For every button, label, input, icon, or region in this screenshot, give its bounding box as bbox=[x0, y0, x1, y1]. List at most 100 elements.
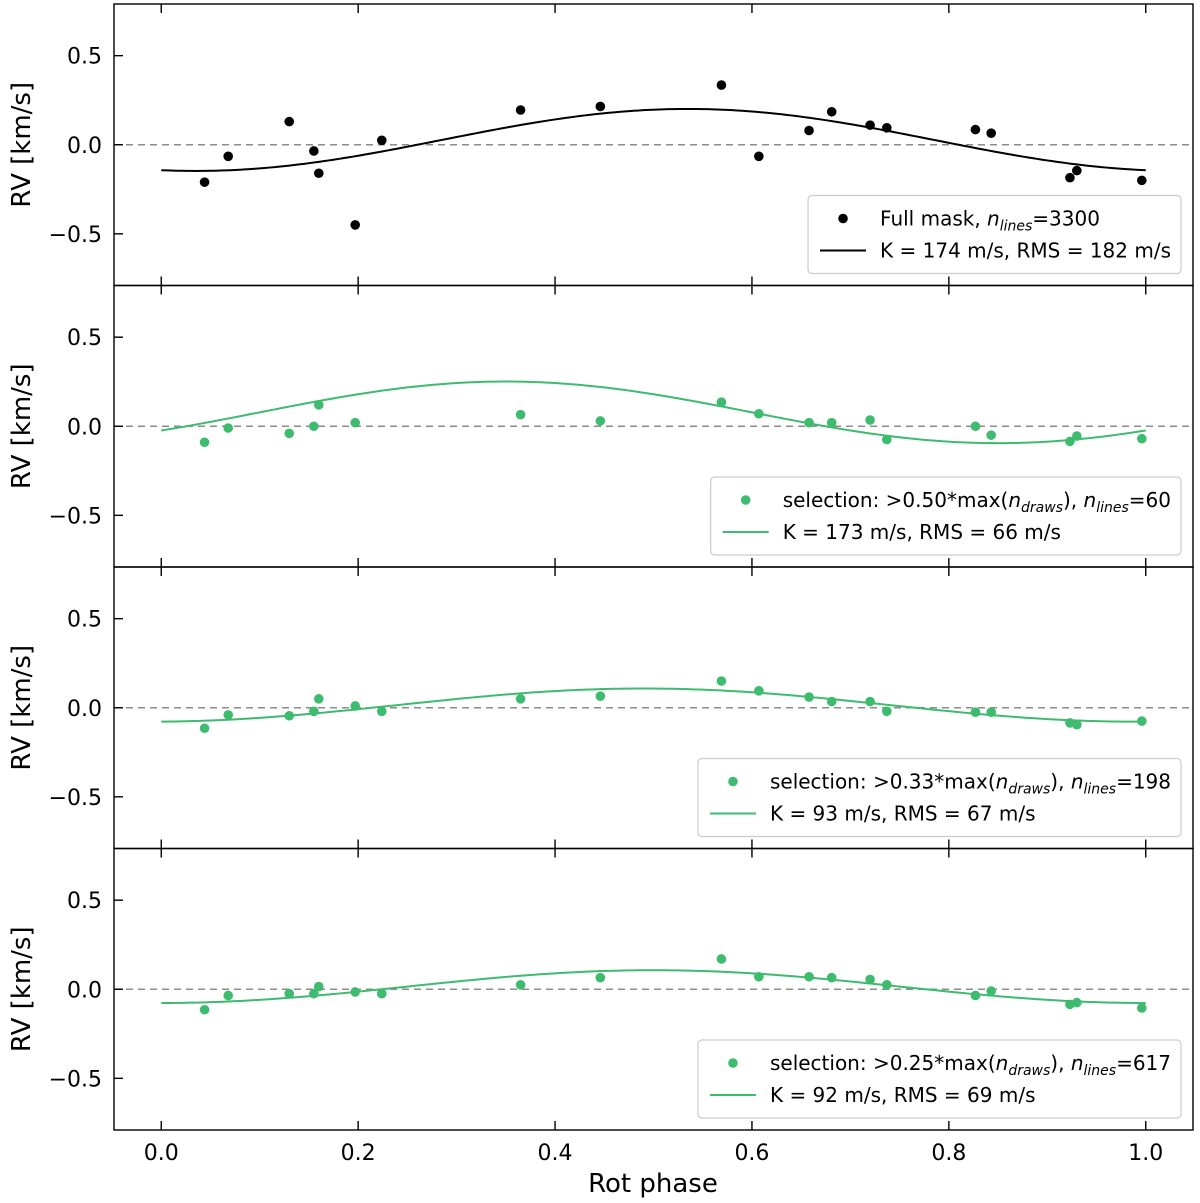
fit-curve bbox=[161, 687, 1146, 723]
legend-line-label: K = 173 m/s, RMS = 66 m/s bbox=[783, 520, 1061, 544]
data-point-19 bbox=[1137, 433, 1147, 444]
legend-line-label: K = 174 m/s, RMS = 182 m/s bbox=[880, 239, 1171, 263]
data-point-1 bbox=[199, 1004, 210, 1015]
y-tick-label: −0.5 bbox=[49, 1067, 102, 1092]
data-point-19 bbox=[1072, 165, 1082, 176]
legend-line-label: K = 93 m/s, RMS = 67 m/s bbox=[770, 802, 1036, 826]
legend-points-label: selection: >0.25*max(ndraws), nlines=617 bbox=[770, 1051, 1171, 1079]
data-point-19 bbox=[1072, 719, 1082, 730]
data-point-4 bbox=[309, 421, 319, 432]
data-point-12 bbox=[804, 971, 814, 982]
data-point-16 bbox=[970, 124, 981, 135]
data-point-9 bbox=[595, 101, 606, 112]
data-point-10 bbox=[716, 80, 727, 90]
data-point-14 bbox=[865, 696, 875, 707]
data-point-4 bbox=[309, 146, 319, 156]
data-point-6 bbox=[350, 701, 360, 711]
data-point-18 bbox=[1072, 431, 1082, 441]
legend: selection: >0.50*max(ndraws), nlines=60 K… bbox=[710, 476, 1182, 556]
data-point-6 bbox=[350, 987, 360, 997]
legend-box bbox=[710, 476, 1182, 556]
panel-1: 0.5 0.0 −0.5 RV [km/s] Full mask, nlines=330… bbox=[7, 3, 1194, 287]
data-point-13 bbox=[826, 106, 837, 117]
data-point-3 bbox=[284, 710, 295, 721]
data-point-14 bbox=[865, 120, 875, 130]
data-point-6 bbox=[350, 220, 360, 230]
y-tick-label: 0.5 bbox=[67, 889, 102, 914]
data-point-1 bbox=[199, 177, 210, 187]
fit-curve bbox=[161, 969, 1146, 1004]
data-point-17 bbox=[986, 707, 996, 718]
panel-4: 0.5 0.0 −0.5 RV [km/s] selection: >0.25*max(… bbox=[7, 847, 1194, 1131]
fit-curve bbox=[161, 380, 1146, 445]
data-point-5 bbox=[313, 981, 324, 992]
data-point-20 bbox=[1137, 175, 1147, 186]
data-point-13 bbox=[826, 696, 837, 707]
data-point-7 bbox=[376, 988, 387, 999]
data-point-5 bbox=[313, 168, 324, 179]
y-tick-label: 0.0 bbox=[67, 697, 102, 722]
data-point-8 bbox=[515, 694, 526, 704]
data-point-17 bbox=[986, 128, 996, 138]
data-point-4 bbox=[309, 988, 319, 999]
data-point-16 bbox=[970, 990, 981, 1001]
data-point-8 bbox=[595, 416, 606, 426]
data-point-1 bbox=[199, 437, 210, 448]
data-point-20 bbox=[1137, 1003, 1147, 1013]
data-point-19 bbox=[1072, 997, 1082, 1008]
y-axis-label: RV [km/s] bbox=[7, 926, 37, 1052]
legend-marker bbox=[728, 1058, 738, 1068]
data-point-20 bbox=[1137, 716, 1147, 726]
x-axis: 0.0 0.2 0.4 0.6 0.8 1.0 bbox=[144, 1141, 1163, 1166]
x-tick-label: 0.6 bbox=[734, 1141, 769, 1166]
x-tick-label: 0.4 bbox=[538, 1141, 573, 1166]
legend-points-label: selection: >0.50*max(ndraws), nlines=60 bbox=[783, 488, 1171, 516]
data-point-2 bbox=[223, 151, 234, 162]
panel-3: 0.5 0.0 −0.5 RV [km/s] selection: >0.33*max(… bbox=[7, 566, 1194, 850]
legend-points-label: Full mask, nlines=3300 bbox=[880, 207, 1100, 235]
x-tick-label: 1.0 bbox=[1128, 1141, 1163, 1166]
panel-2: 0.5 0.0 −0.5 RV [km/s] selection: >0.50*max(… bbox=[7, 284, 1194, 568]
data-point-12 bbox=[804, 125, 814, 136]
data-point-10 bbox=[754, 408, 764, 419]
y-tick-label: 0.0 bbox=[67, 415, 102, 440]
data-point-2 bbox=[223, 423, 234, 433]
data-point-8 bbox=[515, 105, 526, 115]
data-point-13 bbox=[826, 972, 837, 983]
legend-line-label: K = 92 m/s, RMS = 69 m/s bbox=[770, 1083, 1036, 1107]
legend-marker bbox=[838, 213, 848, 224]
legend-box bbox=[807, 194, 1182, 275]
data-point-7 bbox=[376, 706, 387, 717]
data-point-18 bbox=[1065, 172, 1075, 183]
y-tick-label: 0.0 bbox=[67, 134, 102, 159]
data-point-11 bbox=[804, 417, 814, 428]
data-point-5 bbox=[313, 400, 324, 410]
data-point-11 bbox=[754, 971, 764, 982]
y-tick-label: 0.5 bbox=[67, 326, 102, 351]
data-point-7 bbox=[376, 135, 387, 146]
data-point-5 bbox=[313, 694, 324, 704]
data-point-7 bbox=[515, 409, 526, 420]
data-point-3 bbox=[284, 428, 295, 439]
legend: selection: >0.33*max(ndraws), nlines=198… bbox=[697, 757, 1182, 838]
y-tick-label: 0.5 bbox=[67, 608, 102, 633]
x-tick-label: 0.0 bbox=[144, 1141, 179, 1166]
x-axis-label: Rot phase bbox=[588, 1169, 718, 1199]
data-point-1 bbox=[199, 723, 210, 734]
y-tick-label: −0.5 bbox=[49, 223, 102, 248]
data-point-16 bbox=[970, 707, 981, 718]
legend: Full mask, nlines=3300 K = 174 m/s, RMS =… bbox=[807, 194, 1182, 275]
data-point-11 bbox=[754, 686, 764, 696]
fit-curve bbox=[161, 107, 1146, 172]
data-point-15 bbox=[882, 979, 892, 990]
data-point-6 bbox=[350, 417, 360, 428]
data-point-12 bbox=[804, 692, 814, 702]
data-point-9 bbox=[595, 972, 606, 983]
legend-points-label: selection: >0.33*max(ndraws), nlines=198 bbox=[770, 770, 1171, 798]
data-point-9 bbox=[595, 691, 606, 701]
data-point-14 bbox=[865, 974, 875, 985]
data-point-11 bbox=[754, 151, 764, 162]
axes-frame bbox=[113, 847, 1194, 1131]
